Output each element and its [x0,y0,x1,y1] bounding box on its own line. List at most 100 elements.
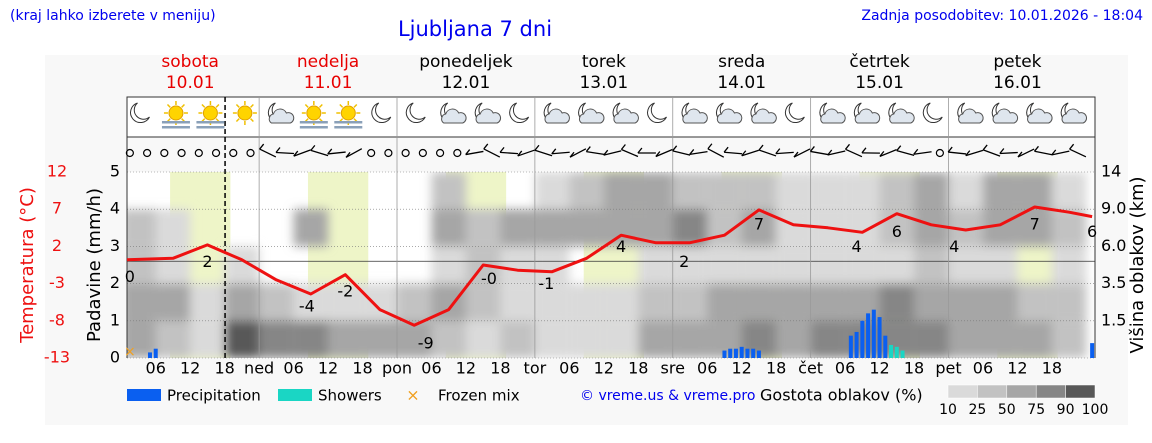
x-tick-label: 18 [1042,359,1062,378]
precip-bar [871,309,876,358]
icon-ray [215,103,220,108]
wind-barb [327,151,346,155]
icon-cloud [854,108,881,124]
wind-barb [879,150,885,157]
legend-swatch [278,389,312,401]
y2-axis-label: Višina oblakov (km) [1127,176,1148,353]
cloud-cell [741,246,777,284]
wind-barb [689,149,695,155]
temperature-tick-label: -8 [49,310,65,329]
wind-barb [517,150,523,157]
temperature-line [126,205,1093,327]
wind-calm [143,148,152,158]
icon-ray [339,103,344,108]
cloud-cell [155,320,191,358]
cloud-cell [293,320,329,358]
cloud-cell [879,283,915,321]
precip-bar [848,335,853,358]
cloud-cell [776,320,811,358]
cloud-cell [465,209,501,247]
cloud-cell [1051,172,1087,210]
precip-bar [883,335,888,358]
wind-barb [499,146,505,153]
cloud-cell [155,209,191,247]
cloud-cell [155,283,191,321]
icon-ray [166,103,171,108]
x-tick-label: 06 [146,359,166,378]
precip-bar [894,346,899,358]
icon-cloud [441,108,467,124]
icon-ray [235,103,240,108]
cloud-cell [534,246,570,284]
icon-moon [371,102,392,124]
x-tick-label: 12 [456,359,476,378]
x-tick-label: pet [935,359,961,378]
icon-cloud [889,108,915,124]
x-tick-label: 18 [490,359,510,378]
cloud-cell [948,283,983,321]
icon-cloud [475,108,502,124]
y2-tick-label: 9.0 [1101,199,1126,218]
wind-barb [275,151,295,155]
cloud-cell [948,172,983,210]
icon-fog [299,126,328,129]
x-tick-label: 12 [594,359,614,378]
day-date: 13.01 [579,73,628,93]
icon-ray [181,103,185,108]
wind-calm [367,148,376,158]
precip-bar [877,317,882,358]
wind-calm [453,148,462,158]
day-name: petek [993,52,1041,72]
cloud-cell [603,320,639,358]
wind-barb [965,149,984,157]
cloud-cell [914,246,949,284]
temperature-axis-label: Temperatura (°C) [17,187,38,344]
cloud-cell [127,283,156,321]
wind-barb [827,150,846,156]
wind-calm [229,148,238,158]
wind-barb [275,147,281,153]
x-tick-label: pon [382,359,412,378]
day-date: 14.01 [717,73,766,93]
cloud-scale-swatch [1006,384,1037,399]
wind-barb [1034,150,1053,156]
cloud-cell [534,283,570,321]
wind-calm [435,148,445,158]
icon-ray [250,118,254,123]
icon-cloud [613,108,639,124]
wind-barb [534,144,540,151]
precip-bar [751,348,756,358]
cloud-cell [603,172,639,210]
day-date: 10.01 [166,73,215,93]
icon-sun [340,105,356,121]
cloud-cell [431,246,466,284]
y2-tick-label: 14 [1101,162,1121,181]
wind-barb [965,150,971,157]
frozen-mark: × [124,344,136,360]
icon-sun [306,105,322,121]
wind-barb [947,146,953,153]
temperature-label: -1 [538,274,554,293]
cloud-scale-label: 90 [1057,402,1075,418]
cloud-cell [569,209,604,247]
wind-barb [465,149,471,155]
wind-barb [310,149,329,157]
cloud-cell [638,283,673,321]
precip-bar [147,352,152,358]
precip-bar [860,320,865,358]
wind-barb [810,150,829,156]
wind-barb [1051,150,1070,156]
wind-calm [246,148,255,158]
icon-ray [318,103,323,108]
wind-barb [707,143,713,150]
icon-fog [334,121,363,124]
cloud-cell [224,283,260,321]
cloud-cell [638,246,673,284]
cloud-cell [500,320,535,358]
temperature-tick-label: -3 [49,273,65,292]
y2-tick-label: 1.5 [1101,310,1126,329]
x-tick-label: 06 [283,359,303,378]
precip-bar [866,313,871,358]
precip-bar [889,344,894,358]
wind-barb [672,150,691,156]
